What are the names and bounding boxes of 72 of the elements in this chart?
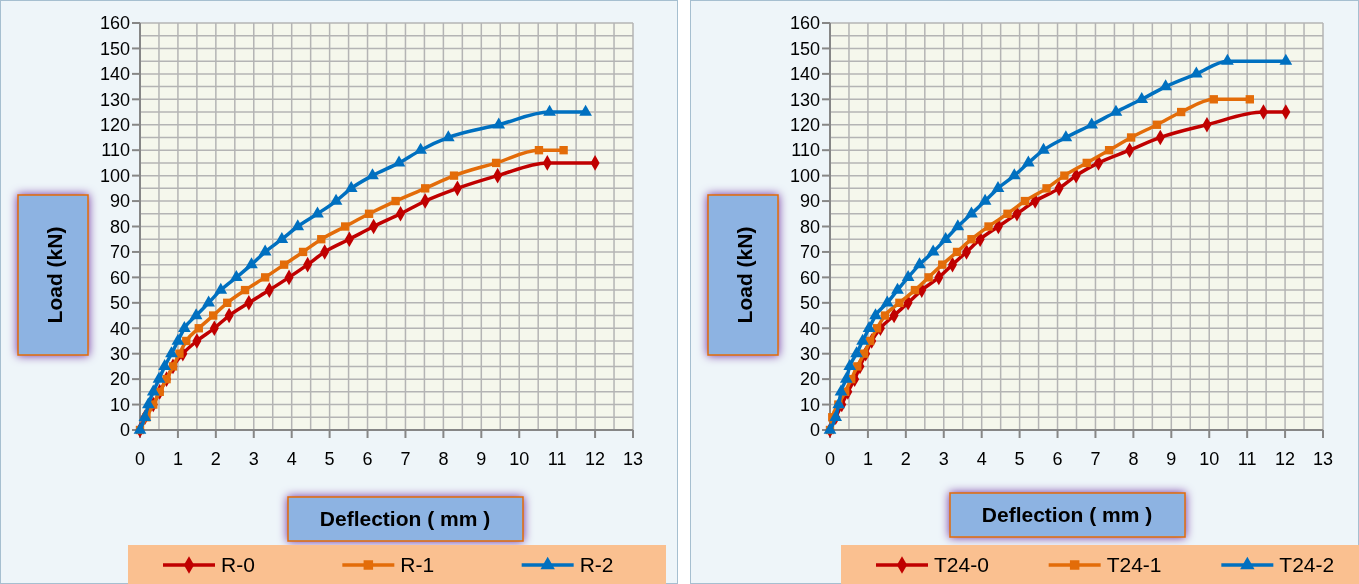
x-tick-label: 6 <box>362 449 373 469</box>
y-tick-label: 0 <box>119 420 130 441</box>
y-tick-label: 30 <box>109 343 130 364</box>
y-tick-label: 70 <box>799 242 820 263</box>
x-tick-label: 0 <box>134 449 146 469</box>
y-tick-label: 130 <box>99 89 130 110</box>
y-tick-label: 150 <box>99 38 130 59</box>
y-tick-label: 120 <box>99 115 130 136</box>
x-tick-label: 3 <box>938 449 949 469</box>
x-tick-label: 0 <box>824 449 836 469</box>
x-tick-label: 1 <box>862 449 873 469</box>
x-tick-label: 6 <box>1052 449 1063 469</box>
y-tick-label: 160 <box>99 13 130 34</box>
legend-label: T24-0 <box>934 553 989 576</box>
y-tick-label: 120 <box>789 115 820 136</box>
x-tick-label: 11 <box>547 449 567 469</box>
y-tick-label: 40 <box>799 318 820 339</box>
x-axis-title: Deflection ( mm ) <box>319 507 491 530</box>
y-tick-label: 100 <box>789 165 820 186</box>
y-tick-label: 20 <box>799 369 820 390</box>
x-tick-label: 9 <box>1166 449 1177 469</box>
y-tick-label: 10 <box>799 394 820 415</box>
y-tick-label: 90 <box>799 191 820 212</box>
x-tick-label: 8 <box>1128 449 1139 469</box>
y-tick-label: 160 <box>789 13 820 34</box>
x-tick-label: 3 <box>248 449 259 469</box>
y-tick-label: 30 <box>799 343 820 364</box>
y-axis-title: Load (kN) <box>733 226 756 324</box>
x-tick-label: 12 <box>1275 449 1296 469</box>
legend-label: T24-2 <box>1279 553 1335 576</box>
legend-label: T24-1 <box>1106 553 1162 576</box>
x-tick-label: 13 <box>1312 449 1334 469</box>
y-tick-label: 60 <box>109 267 130 288</box>
x-tick-label: 13 <box>622 449 644 469</box>
x-tick-label: 4 <box>286 449 297 469</box>
x-tick-label: 7 <box>1090 449 1101 469</box>
y-tick-label: 80 <box>799 216 820 237</box>
y-tick-label: 0 <box>809 420 820 441</box>
y-tick-label: 60 <box>799 267 820 288</box>
x-tick-label: 4 <box>976 449 987 469</box>
y-tick-label: 50 <box>109 293 130 314</box>
x-tick-label: 5 <box>324 449 335 469</box>
y-tick-label: 70 <box>109 242 130 263</box>
x-tick-label: 2 <box>210 449 221 469</box>
x-tick-label: 11 <box>1237 449 1257 469</box>
x-tick-label: 12 <box>585 449 606 469</box>
legend-label: R-0 <box>221 553 255 576</box>
x-tick-label: 7 <box>400 449 411 469</box>
y-tick-label: 150 <box>789 38 820 59</box>
y-tick-label: 140 <box>99 64 130 85</box>
x-axis-title: Deflection ( mm ) <box>981 503 1153 526</box>
x-tick-label: 9 <box>476 449 487 469</box>
y-tick-label: 80 <box>109 216 130 237</box>
y-tick-label: 10 <box>109 394 130 415</box>
y-tick-label: 90 <box>109 191 130 212</box>
legend-label: R-1 <box>400 553 435 576</box>
x-tick-label: 5 <box>1014 449 1025 469</box>
y-tick-label: 50 <box>799 293 820 314</box>
y-tick-label: 40 <box>109 318 130 339</box>
x-tick-label: 10 <box>509 449 530 469</box>
y-tick-label: 20 <box>109 369 130 390</box>
x-tick-label: 2 <box>900 449 911 469</box>
y-axis-title: Load (kN) <box>43 226 66 324</box>
y-tick-label: 110 <box>791 140 820 161</box>
y-tick-label: 130 <box>789 89 820 110</box>
y-tick-label: 140 <box>789 64 820 85</box>
y-tick-label: 110 <box>101 140 130 161</box>
x-tick-label: 10 <box>1199 449 1220 469</box>
y-tick-label: 100 <box>99 165 130 186</box>
x-tick-label: 8 <box>438 449 449 469</box>
legend-label: R-2 <box>579 553 614 576</box>
x-tick-label: 1 <box>172 449 183 469</box>
